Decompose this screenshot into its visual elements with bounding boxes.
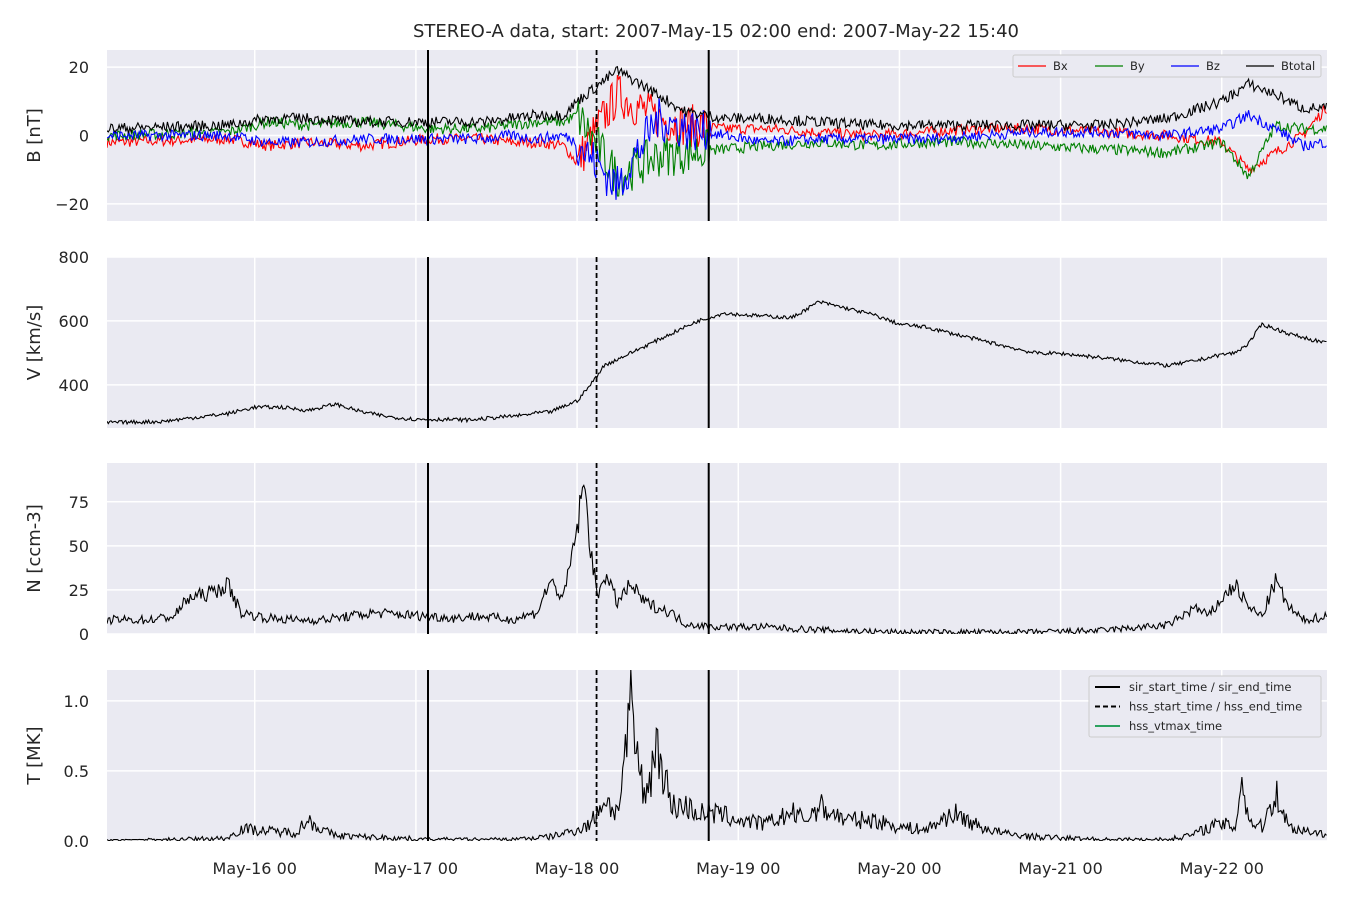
panel-3: 75 50 25 0 N [ccm-3] xyxy=(24,463,1327,644)
legend-label: Bz xyxy=(1206,59,1220,73)
y-tick-label: 25 xyxy=(69,581,89,600)
y-tick-label: 1.0 xyxy=(64,692,89,711)
series-line-by xyxy=(107,100,1327,197)
x-tick-label: May-18 00 xyxy=(535,859,619,878)
y-axis-label: V [km/s] xyxy=(24,305,45,380)
t-legend: sir_start_time / sir_end_time hss_start_t… xyxy=(1088,675,1322,738)
y-tick-label: −20 xyxy=(55,195,89,214)
y-tick-label: 600 xyxy=(58,312,89,331)
series-line-data xyxy=(107,484,1327,634)
panel-4: 1.0 0.5 0.0 T [MK] sir_start_time / sir_end_… xyxy=(24,670,1327,851)
x-tick-label: May-17 00 xyxy=(374,859,458,878)
legend-box xyxy=(1012,54,1322,78)
y-tick-label: 50 xyxy=(69,537,89,556)
y-axis-label: N [ccm-3] xyxy=(24,504,45,593)
series-line-bz xyxy=(107,97,1327,200)
y-tick-label: 0 xyxy=(79,625,89,644)
b-legend: Bx By Bz Btotal xyxy=(1012,54,1322,78)
y-tick-label: 75 xyxy=(69,493,89,512)
legend-label: hss_vtmax_time xyxy=(1129,719,1222,733)
panel-2: 800 600 400 V [km/s] xyxy=(24,248,1327,428)
y-tick-label: 0.5 xyxy=(64,762,89,781)
panel-1: 20 0 −20 B [nT] Bx By Bz Btotal xyxy=(24,50,1327,221)
y-axis-label: B [nT] xyxy=(24,108,45,163)
series-line-data xyxy=(107,670,1327,841)
x-tick-label: May-16 00 xyxy=(213,859,297,878)
legend-box xyxy=(1088,675,1322,738)
series-line-bx xyxy=(107,75,1327,174)
y-axis-label: T [MK] xyxy=(24,726,45,785)
x-tick-label: May-22 00 xyxy=(1180,859,1264,878)
legend-label: Btotal xyxy=(1281,59,1315,73)
plot-background xyxy=(107,463,1327,634)
y-tick-label: 800 xyxy=(58,248,89,267)
y-tick-label: 20 xyxy=(69,58,89,77)
plot-background xyxy=(107,257,1327,428)
figure-title: STEREO-A data, start: 2007-May-15 02:00 … xyxy=(413,21,1019,42)
legend-label: hss_start_time / hss_end_time xyxy=(1129,700,1302,714)
y-tick-label: 0 xyxy=(79,127,89,146)
y-tick-label: 400 xyxy=(58,376,89,395)
legend-label: sir_start_time / sir_end_time xyxy=(1129,680,1291,694)
series-line-data xyxy=(107,300,1327,426)
x-tick-label: May-20 00 xyxy=(857,859,941,878)
legend-label: Bx xyxy=(1053,59,1068,73)
legend-label: By xyxy=(1130,59,1145,73)
x-tick-label: May-19 00 xyxy=(696,859,780,878)
x-tick-label: May-21 00 xyxy=(1018,859,1102,878)
y-tick-label: 0.0 xyxy=(64,832,89,851)
series-line-btotal xyxy=(107,65,1327,135)
